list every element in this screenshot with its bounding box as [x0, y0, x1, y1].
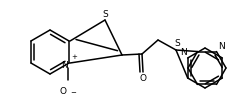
Text: N: N: [180, 48, 187, 57]
Text: N: N: [61, 61, 68, 69]
Text: O: O: [140, 74, 146, 83]
Text: S: S: [102, 10, 108, 19]
Text: +: +: [71, 54, 77, 60]
Text: −: −: [70, 90, 76, 96]
Text: N: N: [219, 41, 225, 51]
Text: O: O: [59, 87, 66, 96]
Text: S: S: [174, 39, 180, 48]
